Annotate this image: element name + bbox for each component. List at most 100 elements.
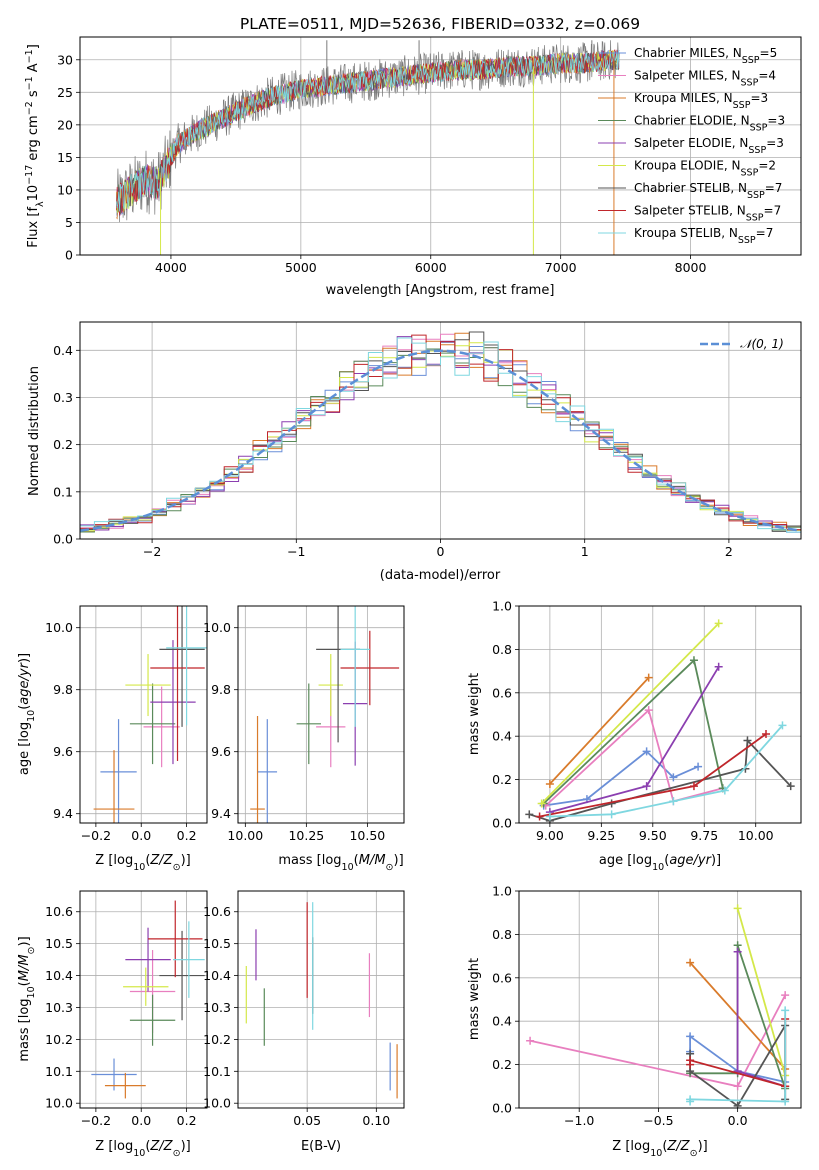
label-part: M/M <box>17 954 32 981</box>
x-tick-label: 9.00 <box>536 828 564 843</box>
weight-marker <box>607 810 616 819</box>
label-part: Kroupa ELODIE, N <box>634 159 741 173</box>
y-tick-label: 0.4 <box>492 1014 512 1029</box>
x-tick-label: 0.0 <box>728 1113 748 1128</box>
label-part: ( <box>17 981 32 986</box>
label-part: −1 <box>24 49 35 63</box>
errorbar-point <box>150 606 205 761</box>
model-spectrum <box>116 49 620 212</box>
legend-label: Salpeter ELODIE, NSSP=3 <box>634 136 784 156</box>
legend-label: Kroupa MILES, NSSP=3 <box>634 91 768 111</box>
plot-area <box>80 331 801 533</box>
panel-mass_vs_ebv: 0.05 0.10 10.0 10.1 10.2 10.3 10.4 10.5 10.6 E(B-… <box>203 890 405 1154</box>
label-part: )] <box>181 853 191 868</box>
weight-series <box>686 1006 790 1106</box>
y-tick-label: 9.4 <box>53 806 73 821</box>
errorbar-point <box>129 994 176 1046</box>
label-part: 10 <box>133 1148 145 1159</box>
label-part: λ <box>35 201 46 207</box>
x-tick-label: 6000 <box>415 260 447 275</box>
x-tick-label: 0.0 <box>131 828 151 843</box>
weight-marker <box>545 779 554 788</box>
weight-marker <box>526 1036 535 1045</box>
x-tick-label: 5000 <box>285 260 317 275</box>
plot-area <box>250 606 400 823</box>
x-tick-label: 10.00 <box>227 828 263 843</box>
weight-marker <box>669 797 678 806</box>
label-part: )] <box>17 653 32 663</box>
x-axis-label: mass [log10(M/M⊙)] <box>278 853 403 873</box>
label-part: ( <box>354 853 359 868</box>
x-tick-label: −1 <box>287 544 305 559</box>
y-tick-label: 10.3 <box>203 1000 231 1015</box>
label-part: age [log <box>17 722 32 775</box>
weight-marker <box>781 1097 790 1106</box>
errorbar-point <box>129 683 176 765</box>
y-tick-label: 0.0 <box>492 1101 512 1116</box>
weight-marker <box>778 721 787 730</box>
weight-line <box>529 738 792 822</box>
weight-line <box>549 666 720 813</box>
y-tick-label: 0.2 <box>492 1057 512 1072</box>
axes-frame <box>79 890 208 1109</box>
label-part: =4 <box>758 69 776 83</box>
x-tick-label: 10.25 <box>288 828 324 843</box>
x-tick-label: −0.2 <box>81 1113 111 1128</box>
x-tick-label: 1 <box>581 544 589 559</box>
x-axis-label: Z [log10(Z/Z⊙)] <box>612 1139 707 1159</box>
legend-label: Salpeter MILES, NSSP=4 <box>634 69 776 89</box>
label-part: A <box>26 63 41 76</box>
panels: 4000 5000 6000 7000 8000051015202530waveleng… <box>17 36 802 1159</box>
grid <box>238 606 404 823</box>
y-tick-label: 10.1 <box>203 1064 231 1079</box>
plot-area <box>525 619 795 823</box>
y-tick-label: 0.8 <box>492 927 512 942</box>
plot-area <box>91 900 205 1099</box>
weight-series <box>526 991 790 1091</box>
weight-marker <box>686 1032 695 1041</box>
y-tick-label: 10.6 <box>45 904 73 919</box>
y-tick-label: 1.0 <box>492 884 512 899</box>
plot-area <box>245 902 398 1099</box>
weight-marker <box>781 1006 790 1015</box>
label-part: =3 <box>766 136 784 150</box>
label-part: =7 <box>764 204 782 218</box>
x-tick-label: 2 <box>725 544 733 559</box>
plot-area <box>116 40 620 255</box>
label-part: SSP <box>738 235 756 246</box>
y-axis-label: mass weight <box>467 673 482 755</box>
x-tick-label: −0.2 <box>81 828 111 843</box>
weight-marker <box>720 786 729 795</box>
y-tick-label: 0.4 <box>492 729 512 744</box>
label-part: ( <box>17 705 32 710</box>
y-tick-label: 0.6 <box>492 685 512 700</box>
label-part: =2 <box>758 159 776 173</box>
y-tick-label: 10.2 <box>203 1032 231 1047</box>
y-axis-label: Flux [fλ10−17 erg cm−2 s−1 A−1] <box>24 44 46 248</box>
weight-line <box>540 622 720 805</box>
weight-marker <box>733 1082 742 1091</box>
weight-series <box>545 662 723 817</box>
grid <box>238 891 404 1108</box>
label-part: age [log <box>599 853 652 868</box>
y-tick-label: 10.4 <box>45 968 73 983</box>
errorbar-point <box>318 654 343 717</box>
label-part: ( <box>145 1139 150 1154</box>
errorbar-point <box>143 686 180 768</box>
weight-marker <box>535 812 544 821</box>
label-part: SSP <box>748 145 766 156</box>
errorbar-point <box>104 1072 146 1099</box>
y-tick-label: 10.5 <box>45 936 73 951</box>
axes-frame <box>237 890 405 1109</box>
label-part: ( <box>662 1139 667 1154</box>
x-tick-label: 4000 <box>155 260 187 275</box>
weight-marker <box>644 673 653 682</box>
y-tick-label: 0.6 <box>492 970 512 985</box>
x-tick-label: −1.0 <box>564 1113 594 1128</box>
weight-marker <box>686 1056 695 1065</box>
weight-marker <box>689 656 698 665</box>
x-axis-label: wavelength [Angstrom, rest frame] <box>326 283 555 298</box>
x-axis-label: age [log10(age/yr)] <box>599 853 721 873</box>
label-part: )] <box>17 936 32 946</box>
axes-frame <box>79 36 802 256</box>
